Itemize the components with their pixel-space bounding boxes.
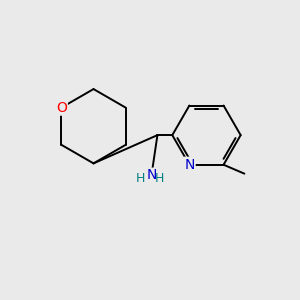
Text: H: H [155,172,164,185]
Text: N: N [184,158,195,172]
Text: N: N [146,168,157,182]
Text: H: H [136,172,145,185]
Text: O: O [56,100,67,115]
